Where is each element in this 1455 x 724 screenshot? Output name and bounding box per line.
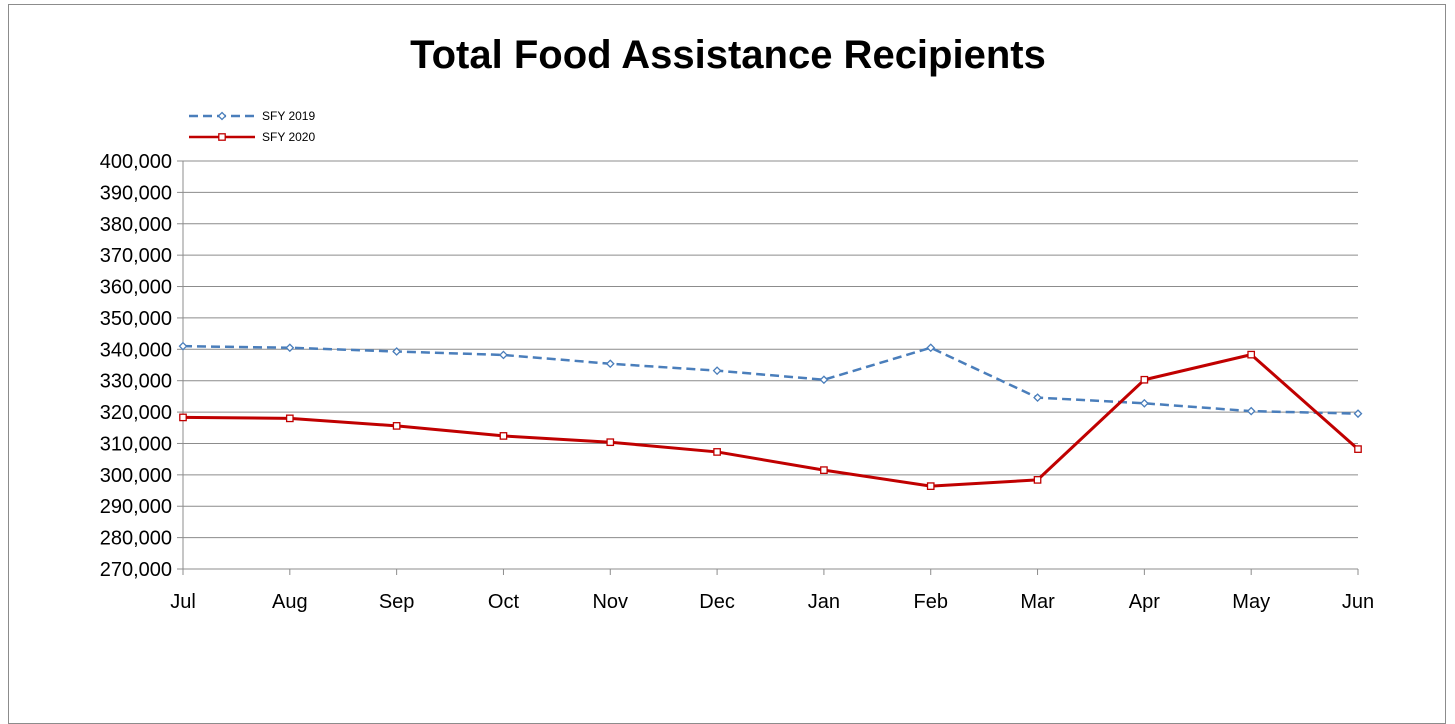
legend-marker xyxy=(218,133,226,141)
y-axis-tick-labels: 270,000 280,000 290,000 300,000 310,000 320,0… xyxy=(100,151,172,581)
x-tick-label: Feb xyxy=(913,591,947,613)
x-tick-label: Mar xyxy=(1020,591,1055,613)
x-tick-label: Oct xyxy=(488,591,520,613)
gridlines xyxy=(183,160,1358,539)
data-point xyxy=(605,359,615,369)
x-tick-label: Aug xyxy=(272,591,308,613)
legend-label: SFY 2019 xyxy=(262,109,315,123)
data-point xyxy=(1354,445,1362,453)
series-1 xyxy=(179,350,1362,490)
data-point xyxy=(820,466,828,474)
data-point xyxy=(392,422,401,430)
x-tick-label: Dec xyxy=(699,591,735,613)
x-tick-label: Jun xyxy=(1342,591,1374,613)
series-line xyxy=(182,344,1359,415)
data-point xyxy=(499,350,508,360)
data-point xyxy=(819,375,829,385)
series-line xyxy=(182,353,1359,488)
legend-label: SFY 2020 xyxy=(262,130,315,144)
data-point xyxy=(285,414,294,423)
y-tick-label: 290,000 xyxy=(100,496,172,518)
data-point xyxy=(1140,375,1149,384)
y-tick-label: 320,000 xyxy=(100,402,172,424)
y-tick-label: 360,000 xyxy=(100,277,172,299)
legend-item: SFY 2019 xyxy=(189,109,315,123)
data-point xyxy=(178,341,188,351)
series-0 xyxy=(178,341,1363,419)
data-point xyxy=(285,343,295,353)
y-tick-label: 370,000 xyxy=(100,245,172,267)
x-tick-label: Apr xyxy=(1129,591,1160,613)
axes xyxy=(177,160,1359,575)
y-tick-label: 400,000 xyxy=(100,151,172,173)
x-tick-label: May xyxy=(1232,591,1270,613)
legend-marker xyxy=(217,111,227,121)
chart-title: Total Food Assistance Recipients xyxy=(410,33,1046,77)
data-point xyxy=(1353,409,1363,419)
y-tick-label: 300,000 xyxy=(100,465,172,487)
data-point xyxy=(1033,476,1042,484)
data-point xyxy=(1246,406,1256,416)
y-tick-label: 310,000 xyxy=(100,433,172,455)
x-axis-tick-labels: Jul Aug Sep Oct Nov Dec Jan Feb Mar Apr May Jun xyxy=(170,591,1374,613)
x-tick-label: Nov xyxy=(592,591,628,613)
x-tick-label: Jan xyxy=(808,591,840,613)
legend: SFY 2019 SFY 2020 xyxy=(189,109,315,144)
y-tick-label: 390,000 xyxy=(100,182,172,204)
y-tick-label: 280,000 xyxy=(100,528,172,550)
data-point xyxy=(392,347,402,356)
y-tick-label: 350,000 xyxy=(100,308,172,330)
y-tick-label: 340,000 xyxy=(100,339,172,361)
x-tick-label: Sep xyxy=(379,591,415,613)
data-point xyxy=(712,366,722,376)
data-point xyxy=(1033,393,1042,403)
data-point xyxy=(1247,350,1256,359)
y-tick-label: 330,000 xyxy=(100,371,172,393)
data-point xyxy=(179,413,187,422)
data-point xyxy=(926,482,935,490)
data-point xyxy=(499,432,508,440)
series-lines xyxy=(178,341,1363,490)
data-point xyxy=(713,448,721,456)
legend-item: SFY 2020 xyxy=(189,130,315,144)
x-tick-label: Jul xyxy=(170,591,196,613)
y-tick-label: 270,000 xyxy=(100,559,172,581)
data-point xyxy=(1139,398,1149,408)
y-tick-label: 380,000 xyxy=(100,214,172,236)
data-point xyxy=(606,438,615,447)
data-point xyxy=(926,343,936,353)
